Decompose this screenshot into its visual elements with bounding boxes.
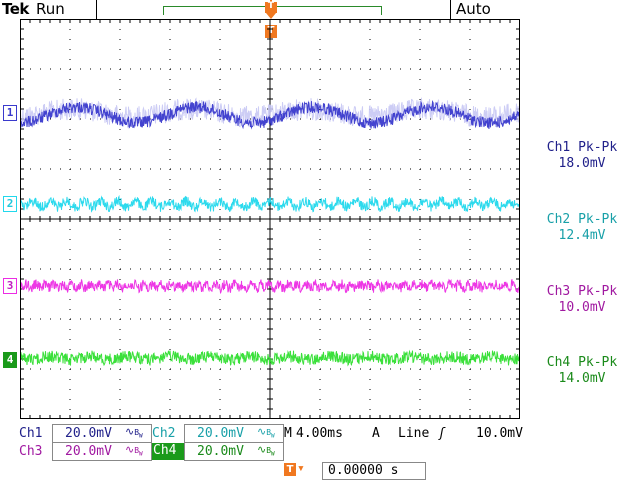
- header-divider: [450, 0, 451, 19]
- ch1-meas-label: Ch1 Pk-Pk: [546, 140, 618, 155]
- ch3-scale-label[interactable]: Ch3: [19, 444, 43, 459]
- ch2-bw-limit: B: [266, 428, 272, 437]
- trigger-source[interactable]: Line: [398, 426, 430, 441]
- ch2-bw-limit-sub: W: [271, 432, 275, 440]
- ch3-meas-label: Ch3 Pk-Pk: [546, 284, 618, 299]
- ch3-waveform: [20, 278, 520, 295]
- ch1-measurement: Ch1 Pk-Pk 18.0mV: [524, 140, 640, 172]
- ch2-scale-label[interactable]: Ch2: [152, 426, 176, 441]
- ch4-scale-value: 20.0mV: [197, 444, 244, 459]
- ch3-measurement: Ch3 Pk-Pk 10.0mV: [524, 284, 640, 316]
- trigger-marker-icon: [265, 0, 277, 38]
- trigger-slope-icon: ʃ: [438, 426, 446, 441]
- ch2-meas-label: Ch2 Pk-Pk: [546, 212, 618, 227]
- ch4-marker-label: 4: [6, 353, 14, 366]
- ch1-scale-value: 20.0mV: [65, 426, 112, 441]
- ch3-bandwidth-icon: ∿BW: [125, 443, 151, 459]
- ch3-bw-limit-sub: W: [139, 450, 143, 458]
- ch2-waveform: [20, 194, 520, 213]
- timebase-label: M: [284, 426, 292, 441]
- ch2-meas-value: 12.4mV: [558, 228, 606, 243]
- trigger-level[interactable]: 10.0mV: [476, 426, 523, 441]
- ch1-waveform: [20, 99, 520, 130]
- ch4-meas-value: 14.0mV: [558, 371, 606, 386]
- trigger-position-marker[interactable]: T T: [264, 0, 278, 40]
- ch2-bandwidth-icon: ∿BW: [257, 425, 283, 441]
- trigger-channel: A: [372, 426, 380, 441]
- ch3-meas-value: 10.0mV: [558, 300, 606, 315]
- ch1-bandwidth-icon: ∿BW: [125, 425, 151, 441]
- ch1-bw-limit-sub: W: [139, 432, 143, 440]
- ch3-marker-label: 3: [6, 279, 14, 292]
- ch3-scale-value: 20.0mV: [65, 444, 112, 459]
- graticule-border: [20, 19, 520, 419]
- ch3-scale-box[interactable]: [52, 442, 152, 461]
- ch1-bw-limit: B: [134, 428, 140, 437]
- ch1-ground-marker[interactable]: 1: [3, 105, 17, 121]
- ch2-marker-label: 2: [6, 197, 14, 210]
- ch4-scale-label[interactable]: Ch4: [152, 443, 185, 460]
- ch4-scale-box[interactable]: [184, 442, 284, 461]
- ch4-bw-limit-sub: W: [271, 450, 275, 458]
- ch4-bw-wave: ∿: [257, 443, 267, 456]
- ch1-scale-label[interactable]: Ch1: [19, 426, 43, 441]
- ch1-meas-value: 18.0mV: [558, 156, 606, 171]
- ch3-bw-limit: B: [134, 446, 140, 455]
- ch4-measurement: Ch4 Pk-Pk 14.0mV: [524, 355, 640, 387]
- ch2-measurement: Ch2 Pk-Pk 12.4mV: [524, 212, 640, 244]
- trigger-marker-label-lower: T: [267, 25, 275, 36]
- trigger-position-arrow-icon: ▾: [297, 461, 305, 476]
- trigger-position-readout[interactable]: T ▾ 0.00000 s: [284, 461, 434, 480]
- ch4-bandwidth-icon: ∿BW: [257, 443, 283, 459]
- trigger-position-value: 0.00000 s: [328, 463, 399, 478]
- trigger-marker-label: T: [267, 1, 275, 11]
- ch4-meas-label: Ch4 Pk-Pk: [546, 355, 618, 370]
- ch3-ground-marker[interactable]: 3: [3, 278, 17, 294]
- ch2-ground-marker[interactable]: 2: [3, 196, 17, 212]
- ch2-bw-wave: ∿: [257, 425, 267, 438]
- waveform-layer: [20, 96, 520, 367]
- ch4-waveform: [20, 349, 520, 367]
- trigger-pos-icon-label: T: [286, 464, 294, 475]
- ch4-bw-limit: B: [266, 446, 272, 455]
- brand-logo: Tek: [2, 0, 29, 18]
- ch1-marker-label: 1: [6, 106, 14, 119]
- header-divider: [96, 0, 97, 19]
- ch3-bw-wave: ∿: [125, 443, 135, 456]
- ch1-bw-wave: ∿: [125, 425, 135, 438]
- trigger-position-icon: T: [284, 463, 296, 476]
- ch4-ground-marker[interactable]: 4: [3, 352, 17, 368]
- run-state: Run: [36, 0, 65, 18]
- timebase-value[interactable]: 4.00ms: [296, 426, 343, 441]
- ch2-scale-value: 20.0mV: [197, 426, 244, 441]
- trigger-mode: Auto: [456, 0, 491, 18]
